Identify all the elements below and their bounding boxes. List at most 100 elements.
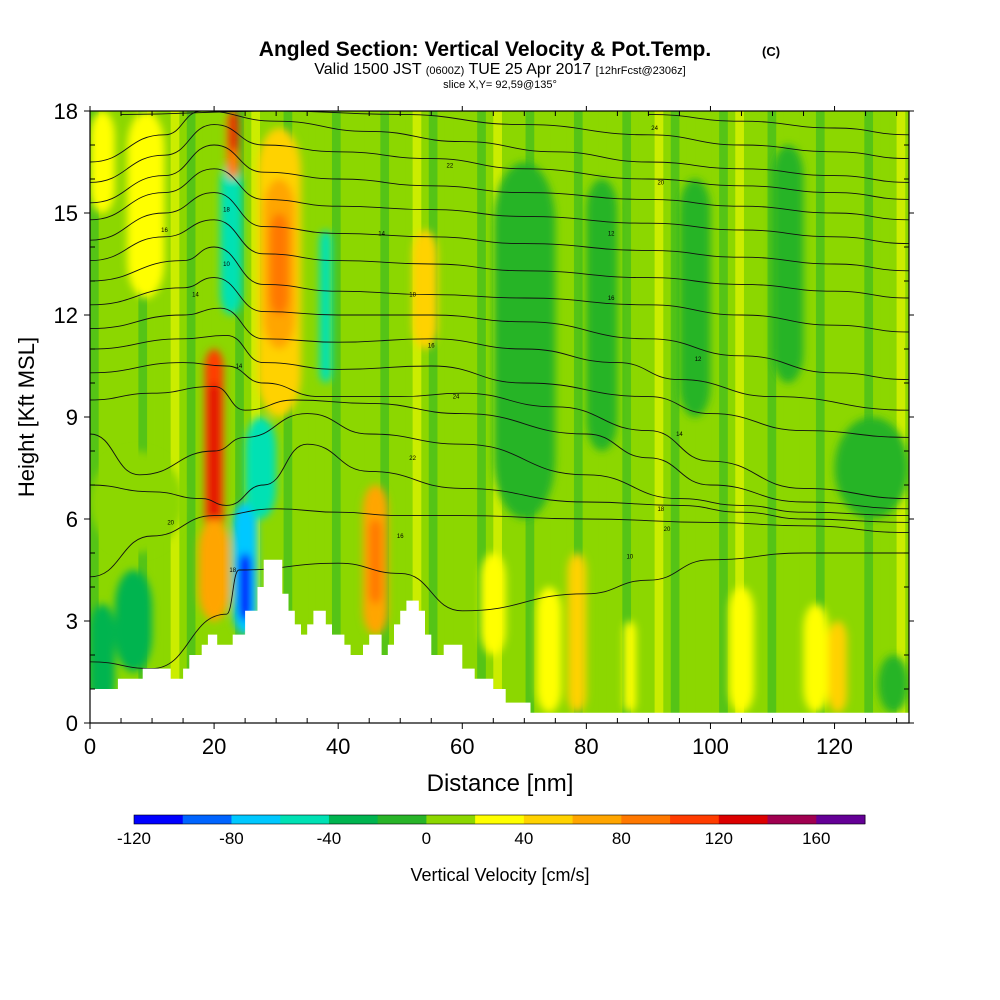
contour-label: 20 bbox=[657, 180, 664, 186]
colorbar-tick-label: 0 bbox=[422, 829, 431, 848]
x-tick-label: 20 bbox=[202, 734, 226, 759]
contour-label: 16 bbox=[428, 344, 435, 350]
contour-label: 20 bbox=[167, 520, 174, 526]
colorbar-label: Vertical Velocity [cm/s] bbox=[410, 865, 589, 885]
velocity-cell bbox=[729, 587, 754, 713]
velocity-band bbox=[461, 111, 470, 723]
chart-slice-info: slice X,Y= 92,59@135° bbox=[443, 79, 557, 91]
contour-label: 12 bbox=[608, 231, 615, 237]
velocity-cell bbox=[127, 111, 165, 298]
terrain-profile bbox=[90, 559, 909, 723]
colorbar-swatch bbox=[377, 815, 427, 824]
contour-labels: 24 22 20 18 16 14 12 10 18 16 14 16 12 14 24 14 22 18 20 20… bbox=[161, 126, 702, 574]
y-tick-label: 9 bbox=[66, 405, 78, 430]
velocity-cell bbox=[198, 519, 230, 621]
colorbar-tick-label: -120 bbox=[117, 829, 151, 848]
contour-label: 22 bbox=[409, 456, 416, 462]
velocity-cell bbox=[90, 451, 184, 553]
contour-label: 22 bbox=[447, 163, 454, 169]
chart-title-suffix: (C) bbox=[762, 44, 780, 59]
velocity-band bbox=[622, 111, 632, 723]
theta-contour-line bbox=[90, 508, 909, 578]
y-tick-label: 12 bbox=[54, 303, 78, 328]
y-tick-label: 0 bbox=[66, 711, 78, 736]
velocity-band bbox=[299, 111, 309, 723]
x-tick-label: 0 bbox=[84, 734, 96, 759]
velocity-band bbox=[767, 111, 777, 723]
velocity-cell bbox=[114, 570, 153, 672]
velocity-band bbox=[90, 111, 99, 723]
velocity-band bbox=[832, 111, 841, 723]
colorbar-swatch bbox=[134, 815, 184, 824]
theta-contour-line bbox=[90, 246, 909, 333]
colorbar-swatch bbox=[426, 815, 476, 824]
colorbar-tick-label: 160 bbox=[802, 829, 830, 848]
contour-label: 10 bbox=[626, 554, 633, 560]
plot-area: 24 22 20 18 16 14 12 10 18 16 14 16 12 14 24 14 22 18 20 20… bbox=[90, 111, 909, 723]
velocity-band bbox=[880, 111, 890, 723]
velocity-band bbox=[315, 111, 325, 723]
contour-label: 12 bbox=[695, 357, 702, 363]
colorbar-tick-label: 120 bbox=[705, 829, 733, 848]
velocity-band bbox=[815, 111, 825, 723]
subtitle-utc: (0600Z) bbox=[426, 65, 465, 77]
velocity-band bbox=[477, 111, 486, 723]
velocity-band bbox=[267, 111, 277, 723]
y-tick-label: 18 bbox=[54, 99, 78, 124]
velocity-cell bbox=[493, 162, 556, 519]
velocity-cell bbox=[803, 604, 829, 713]
velocity-cell bbox=[586, 179, 618, 451]
velocity-band bbox=[283, 111, 293, 723]
subtitle-date: TUE 25 Apr 2017 bbox=[468, 61, 591, 78]
theta-contour-line bbox=[648, 113, 909, 136]
velocity-band bbox=[638, 111, 648, 723]
contour-label: 16 bbox=[161, 228, 168, 234]
velocity-cell bbox=[772, 145, 804, 383]
velocity-cell bbox=[623, 621, 636, 713]
colorbar-swatch bbox=[816, 815, 866, 824]
contour-label: 18 bbox=[229, 568, 236, 574]
velocity-band bbox=[896, 111, 906, 723]
velocity-band bbox=[703, 111, 712, 723]
velocity-band bbox=[186, 111, 196, 723]
velocity-cell bbox=[480, 553, 506, 655]
velocity-cell bbox=[269, 213, 289, 315]
colorbar-swatch bbox=[475, 815, 525, 824]
velocity-band bbox=[670, 111, 680, 723]
x-tick-label: 60 bbox=[450, 734, 474, 759]
theta-contour-line bbox=[90, 307, 909, 411]
colorbar-swatch bbox=[328, 815, 379, 824]
velocity-band bbox=[251, 111, 261, 723]
subtitle-valid: Valid 1500 JST bbox=[314, 61, 422, 78]
velocity-band bbox=[138, 111, 148, 723]
theta-contour-line bbox=[90, 219, 909, 299]
contour-label: 18 bbox=[409, 293, 416, 299]
chart-title: Angled Section: Vertical Velocity & Pot.… bbox=[259, 38, 711, 61]
velocity-cell bbox=[877, 655, 909, 713]
colorbar-swatch bbox=[523, 815, 574, 824]
contour-label: 14 bbox=[192, 293, 199, 299]
velocity-band bbox=[219, 111, 228, 723]
theta-contour-line bbox=[90, 192, 909, 272]
colorbar-swatch bbox=[182, 815, 232, 824]
x-tick-label: 40 bbox=[326, 734, 350, 759]
theta-contours bbox=[90, 111, 909, 670]
velocity-cell bbox=[536, 587, 562, 713]
contour-label: 20 bbox=[664, 527, 671, 533]
y-tick-label: 15 bbox=[54, 201, 78, 226]
chart-subtitle: Valid 1500 JST (0600Z) TUE 25 Apr 2017 [… bbox=[314, 61, 685, 78]
theta-contour-line bbox=[90, 443, 909, 523]
y-tick-label: 3 bbox=[66, 609, 78, 634]
colorbar-tick-label: 40 bbox=[514, 829, 533, 848]
velocity-cell bbox=[834, 417, 909, 519]
contour-label: 24 bbox=[651, 126, 658, 132]
colorbar-swatch bbox=[621, 815, 671, 824]
theta-contour-line bbox=[90, 362, 909, 500]
theta-contour-line bbox=[90, 385, 909, 510]
x-axis: 0 20 40 60 80 100 120 bbox=[84, 106, 898, 759]
velocity-band bbox=[444, 111, 454, 723]
velocity-band bbox=[396, 111, 406, 723]
velocity-band bbox=[848, 111, 857, 723]
velocity-band bbox=[783, 111, 793, 723]
